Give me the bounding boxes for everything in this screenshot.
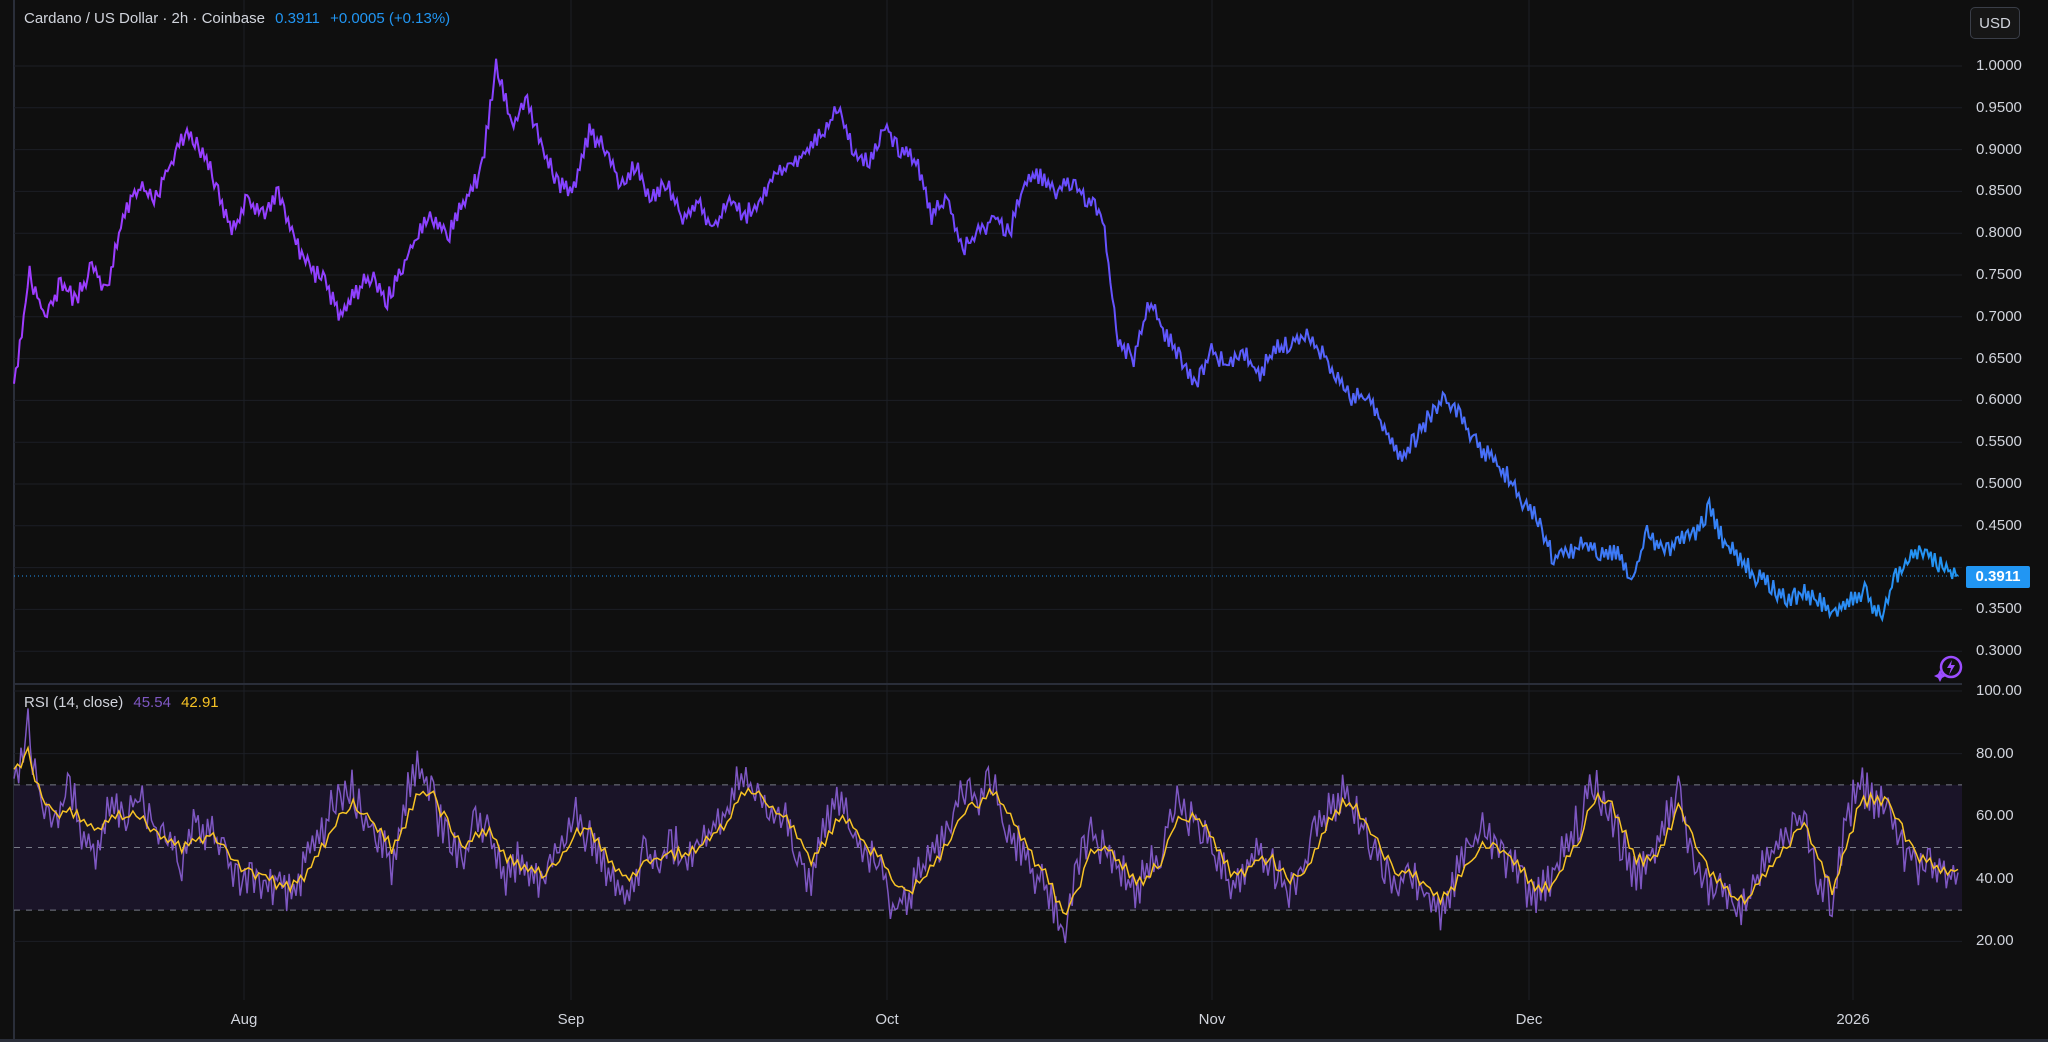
price-tick-label: 0.7000 — [1976, 307, 2022, 325]
bottom-border — [0, 1039, 2048, 1042]
time-tick-label: Nov — [1198, 1011, 1226, 1028]
price-tick-label: 0.6500 — [1976, 349, 2022, 367]
rsi-tick-label: 80.00 — [1976, 744, 2014, 762]
tradingview-spark-icon[interactable] — [1932, 652, 1966, 682]
price-tick-label: 0.3500 — [1976, 600, 2022, 618]
currency-button[interactable]: USD — [1970, 7, 2020, 39]
last-price: 0.3911 — [275, 10, 320, 27]
time-tick-label: Aug — [230, 1011, 258, 1028]
price-tick-label: 0.9000 — [1976, 140, 2022, 158]
price-tick-label: 0.5000 — [1976, 475, 2022, 492]
rsi-ma-value: 42.91 — [181, 694, 219, 711]
left-border — [13, 0, 15, 1042]
price-tick-label: 0.3000 — [1976, 642, 2022, 660]
price-legend: Cardano / US Dollar · 2h · Coinbase 0.39… — [24, 10, 456, 27]
time-tick-label: Dec — [1515, 1011, 1543, 1028]
rsi-value: 45.54 — [133, 694, 171, 711]
price-tick-label: 0.7500 — [1976, 266, 2022, 283]
symbol-title[interactable]: Cardano / US Dollar · 2h · Coinbase — [24, 10, 265, 27]
rsi-ma-line — [13, 745, 1959, 916]
rsi-tick-label: 20.00 — [1976, 932, 2014, 950]
price-tick-label: 0.9500 — [1976, 98, 2022, 116]
time-tick-label: Sep — [557, 1011, 585, 1028]
time-tick-label: Oct — [875, 1011, 899, 1028]
price-change: +0.0005 (+0.13%) — [330, 10, 451, 27]
price-tick-label: 0.5500 — [1976, 433, 2022, 451]
price-tick-label: 0.8000 — [1976, 224, 2022, 242]
price-tick-label: 0.8500 — [1976, 182, 2022, 200]
grid — [14, 0, 1962, 1000]
rsi-title[interactable]: RSI (14, close) — [24, 694, 124, 711]
price-line — [13, 58, 1959, 623]
rsi-tick-label: 40.00 — [1976, 869, 2014, 887]
rsi-tick-label: 60.00 — [1976, 807, 2014, 825]
price-tick-label: 1.0000 — [1976, 57, 2022, 74]
rsi-legend: RSI (14, close) 45.54 42.91 — [24, 694, 225, 711]
current-price-badge: 0.3911 — [1966, 566, 2030, 588]
price-tick-label: 0.4500 — [1976, 516, 2022, 534]
rsi-tick-label: 100.00 — [1976, 682, 2022, 699]
price-tick-label: 0.6000 — [1976, 391, 2022, 409]
time-tick-label: 2026 — [1836, 1011, 1870, 1028]
